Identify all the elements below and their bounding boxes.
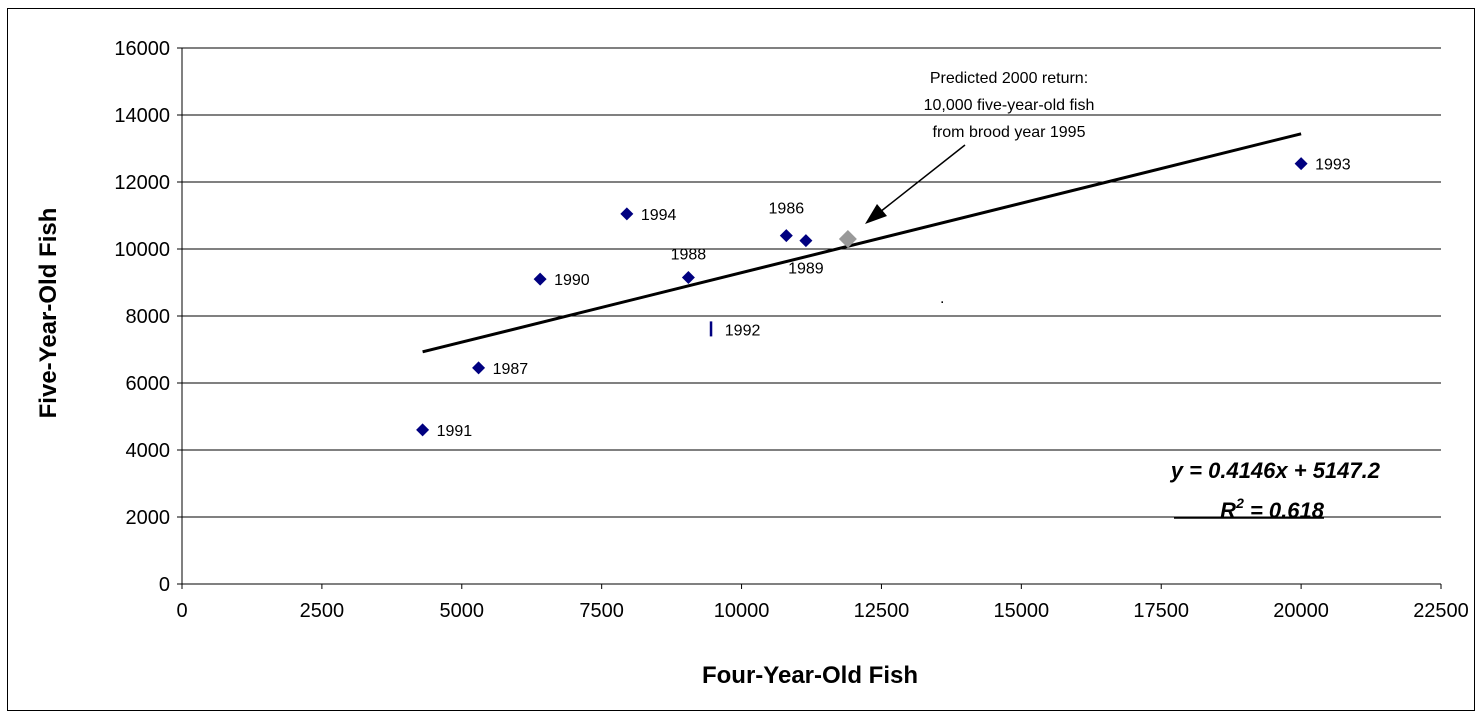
labels-layer: 1986 1987 1988 1989 1990 1991 1992 1993 1994: [437, 157, 1351, 440]
point-label-1988: 1988: [671, 246, 707, 263]
point-label-1992: 1992: [725, 322, 761, 339]
y-tick-label-8000: 8000: [126, 306, 171, 328]
y-tick-label-6000: 6000: [126, 373, 171, 395]
data-point-1989: [799, 234, 813, 248]
chart-frame: [7, 8, 1475, 711]
data-point-1990: [533, 272, 547, 286]
x-tick-label-2500: 2500: [300, 600, 345, 622]
x-tick-label-22500: 22500: [1413, 600, 1469, 622]
predicted-point: [838, 229, 857, 248]
r-squared-value: = 0.618: [1244, 498, 1325, 523]
y-tick-label-4000: 4000: [126, 440, 171, 462]
point-label-1987: 1987: [493, 361, 529, 378]
data-point-1991: [416, 423, 430, 437]
point-label-1991: 1991: [437, 423, 473, 440]
data-point-1992: [709, 321, 713, 337]
x-tick-label-17500: 17500: [1133, 600, 1189, 622]
annotation-line-2: 10,000 five-year-old fish: [924, 97, 1095, 114]
annotation-arrow-line: [879, 144, 966, 213]
points-layer: [416, 157, 1308, 437]
data-point-1993: [1294, 157, 1308, 171]
x-tick-label-0: 0: [176, 600, 187, 622]
x-tick-label-10000: 10000: [714, 600, 770, 622]
x-tick-label-15000: 15000: [994, 600, 1050, 622]
x-tick-label-5000: 5000: [440, 600, 485, 622]
y-tick-label-14000: 14000: [114, 105, 170, 127]
x-tick-label-20000: 20000: [1273, 600, 1329, 622]
data-point-1994: [620, 207, 634, 221]
prediction-annotation: Predicted 2000 return: 10,000 five-year-…: [865, 70, 1094, 224]
x-tick-label-7500: 7500: [579, 600, 624, 622]
regression-equation: y = 0.4146x + 5147.2: [1170, 458, 1381, 483]
y-tick-label-0: 0: [159, 574, 170, 596]
point-label-1993: 1993: [1315, 157, 1351, 174]
trendline-layer: [422, 132, 1302, 354]
data-point-1987: [472, 361, 486, 375]
y-tick-label-16000: 16000: [114, 38, 170, 60]
y-axis-title: Five-Year-Old Fish: [35, 208, 62, 419]
annotation-arrowhead: [865, 204, 887, 224]
gridlines: [182, 47, 1441, 518]
data-point-1986: [779, 229, 793, 243]
r-squared-exponent: 2: [1235, 495, 1244, 511]
x-axis-title: Four-Year-Old Fish: [702, 662, 918, 689]
point-label-1989: 1989: [788, 261, 824, 278]
y-tick-label-2000: 2000: [126, 507, 171, 529]
y-tick-label-10000: 10000: [114, 239, 170, 261]
annotation-line-3: from brood year 1995: [933, 124, 1086, 141]
r-squared: R2 = 0.618: [1220, 495, 1325, 523]
annotation-line-1: Predicted 2000 return:: [930, 70, 1088, 87]
y-tick-label-12000: 12000: [114, 172, 170, 194]
point-label-1986: 1986: [769, 201, 805, 218]
point-label-1994: 1994: [641, 207, 677, 224]
data-point-1988: [681, 270, 695, 284]
regression-trendline: [422, 132, 1302, 354]
point-label-1990: 1990: [554, 272, 590, 289]
x-tick-label-12500: 12500: [854, 600, 910, 622]
r-squared-symbol: R: [1220, 498, 1236, 523]
stray-mark: .: [940, 290, 944, 307]
